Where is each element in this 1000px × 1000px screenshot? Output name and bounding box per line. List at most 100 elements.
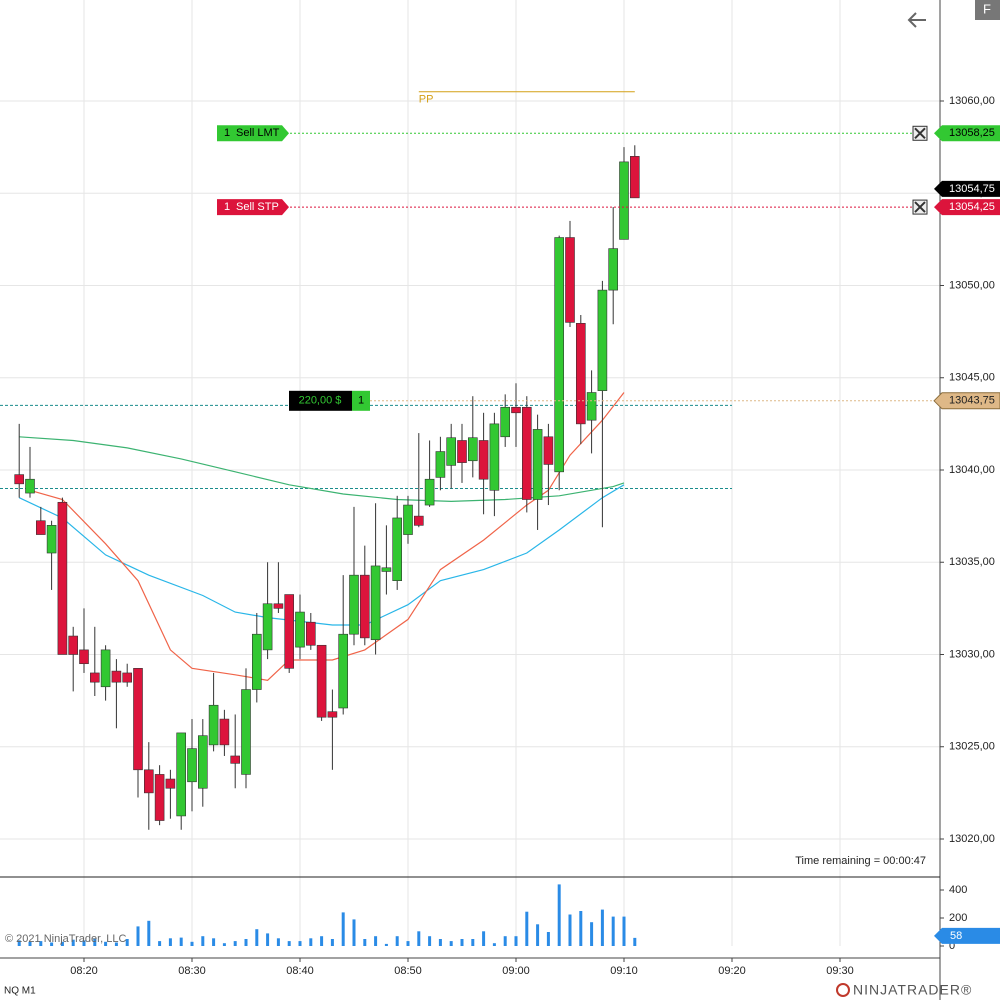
volume-bar [222,943,226,946]
candle-body [154,774,165,821]
instrument: NQ M1 [4,986,36,997]
volume-bar [363,938,367,946]
last-price-tag [934,180,1000,197]
candle-body [338,633,348,709]
pivot-label: PP [419,94,434,106]
toolbar-button-label[interactable]: F [983,1,991,16]
order-quantity[interactable]: 1 [224,127,230,139]
candle-body [68,635,79,655]
candle-body [457,440,467,463]
candle-body [629,156,640,199]
candle-body [521,406,532,500]
order-quantity[interactable]: 1 [224,201,230,213]
candle-body [25,478,35,494]
volume-bar [633,937,637,946]
order-price-label: 13058,25 [949,127,995,139]
pnl-box[interactable] [289,390,352,411]
order-cancel-x[interactable] [914,201,926,213]
volume-bar [179,937,183,946]
candle-body [349,574,359,635]
volume-bar [320,936,324,946]
volume-bar [190,941,194,946]
order-label[interactable]: Sell STP [236,201,279,213]
volume-bar [309,938,313,946]
volume-bar [438,938,442,946]
toolbar-button[interactable] [975,0,1000,20]
order-box[interactable] [217,199,289,216]
candle-body [111,670,122,683]
volume-bar [622,916,626,946]
y-tick-label: 13040,00 [949,464,995,476]
volume-bar [244,938,248,946]
volume-tag-label: 58 [950,930,962,942]
candle-body [230,755,240,764]
back-arrow[interactable] [907,12,926,28]
x-tick-label: 08:20 [70,965,98,977]
volume-bar [125,938,129,946]
candle-body [198,735,208,789]
candle-body [219,718,230,746]
x-tick-label: 08:50 [394,965,422,977]
volume-bar [341,912,345,946]
y-tick-label: 13030,00 [949,648,995,660]
candle-body [100,649,111,688]
last-price-label: 13054,75 [949,183,995,195]
volume-bar [201,936,205,946]
candle-body [327,711,338,718]
candle-body [90,672,100,683]
order-cancel-x[interactable] [914,127,926,139]
order-price-tag [934,199,1000,216]
candle-body [295,611,305,648]
volume-bar [568,914,572,946]
candle-body [489,423,500,491]
volume-bar [374,936,378,946]
y-tick-label: 13050,00 [949,279,995,291]
y-tick-label: 13035,00 [949,556,995,568]
volume-bar [600,909,604,946]
order-box[interactable] [217,125,289,142]
moving-average [19,436,625,503]
candle-body [392,517,402,581]
copyright: © 2021 NinjaTrader, LLC [5,933,126,945]
candle-body [208,704,219,746]
pnl-label[interactable]: 220,00 $ [299,395,342,407]
candle-body [187,748,197,783]
volume-bar [298,941,302,946]
x-tick-label: 09:20 [718,965,746,977]
volume-bar [428,936,432,946]
candle-body [79,649,89,665]
logo: NINJATRADER® [853,982,972,998]
volume-bar [114,942,118,946]
volume-bar [449,941,453,946]
volume-tick-label: 0 [949,940,955,952]
candle-body [46,525,57,554]
order-label[interactable]: Sell LMT [236,127,280,139]
order-price-label: 13054,25 [949,201,995,213]
volume-bar [492,943,496,946]
x-tick-label: 08:40 [286,965,314,977]
candle-body [619,161,629,240]
candle-body [273,603,284,609]
volume-bar [28,941,32,946]
time-remaining: Time remaining = 00:00:47 [795,855,926,867]
volume-bar [147,920,151,946]
y-tick-label: 13045,00 [949,372,995,384]
candle-body [478,440,489,480]
candle-body [14,474,25,485]
moving-average [18,484,625,626]
volume-bar [417,931,421,946]
candle-body [543,436,554,465]
position-qty-box[interactable] [352,390,370,411]
logo-icon [836,983,850,997]
candle-body [165,778,176,789]
position-quantity[interactable]: 1 [358,395,364,407]
y-tick-label: 13025,00 [949,741,995,753]
volume-bar [352,919,356,946]
position-price-tag [933,392,1000,410]
volume-bar [266,933,270,946]
y-tick-label: 13020,00 [949,833,995,845]
x-tick-label: 09:30 [826,965,854,977]
candle-body [176,732,187,817]
candle-body [284,594,294,669]
